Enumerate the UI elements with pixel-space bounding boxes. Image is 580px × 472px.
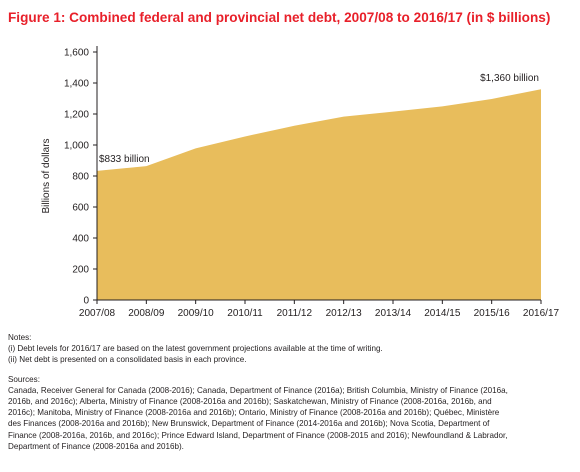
source-line-3: 2016c); Manitoba, Ministry of Finance (2… — [8, 408, 500, 418]
y-tick-label: 600 — [72, 203, 89, 214]
y-tick-label: 1,000 — [64, 141, 89, 152]
source-line-5: Finance (2008-2016a, 2016b, and 2016c); … — [8, 430, 508, 440]
y-tick-label: 200 — [72, 265, 89, 276]
note-line-1: (i) Debt levels for 2016/17 are based on… — [8, 344, 383, 354]
notes-section: Notes: (i) Debt levels for 2016/17 are b… — [8, 332, 574, 452]
x-tick-label: 2015/16 — [474, 308, 511, 319]
x-tick-label: 2007/08 — [79, 308, 116, 319]
source-line-6: Department of Finance (2008-2016a and 20… — [8, 441, 184, 451]
x-tick-label: 2009/10 — [178, 308, 215, 319]
source-line-1: Canada, Receiver General for Canada (200… — [8, 385, 508, 395]
sources-heading: Sources: — [8, 374, 40, 384]
y-axis-label: Billions of dollars — [41, 138, 52, 213]
y-tick-label: 800 — [72, 172, 89, 183]
x-tick-label: 2016/17 — [523, 308, 560, 319]
y-tick-label: 1,400 — [64, 79, 89, 90]
y-tick-label: 0 — [83, 296, 89, 307]
source-line-2: 2016b, and 2016c); Alberta, Ministry of … — [8, 397, 492, 407]
source-line-4: des Finances (2008-2016a and 2016b); New… — [8, 419, 490, 429]
x-tick-label: 2008/09 — [128, 308, 165, 319]
figure-title: Figure 1: Combined federal and provincia… — [8, 10, 551, 25]
y-tick-label: 1,200 — [64, 110, 89, 121]
y-tick-label: 1,600 — [64, 48, 89, 59]
y-tick-label: 400 — [72, 234, 89, 245]
sources-section: Sources: Canada, Receiver General for Ca… — [8, 374, 574, 452]
area-series — [97, 89, 541, 300]
x-tick-label: 2011/12 — [277, 308, 313, 319]
x-tick-label: 2012/13 — [326, 308, 363, 319]
annotation-2: $1,360 billion — [480, 73, 539, 84]
x-tick-label: 2010/11 — [227, 308, 263, 319]
notes-heading: Notes: — [8, 333, 32, 342]
x-tick-label: 2014/15 — [424, 308, 461, 319]
annotation-1: $833 billion — [99, 154, 150, 165]
area-chart: 0 200 400 600 800 1,000 1,200 1,400 1,600 2007/08… — [41, 46, 560, 319]
note-line-2: (ii) Net debt is presented on a consolid… — [8, 355, 247, 365]
x-tick-label: 2013/14 — [375, 308, 412, 319]
